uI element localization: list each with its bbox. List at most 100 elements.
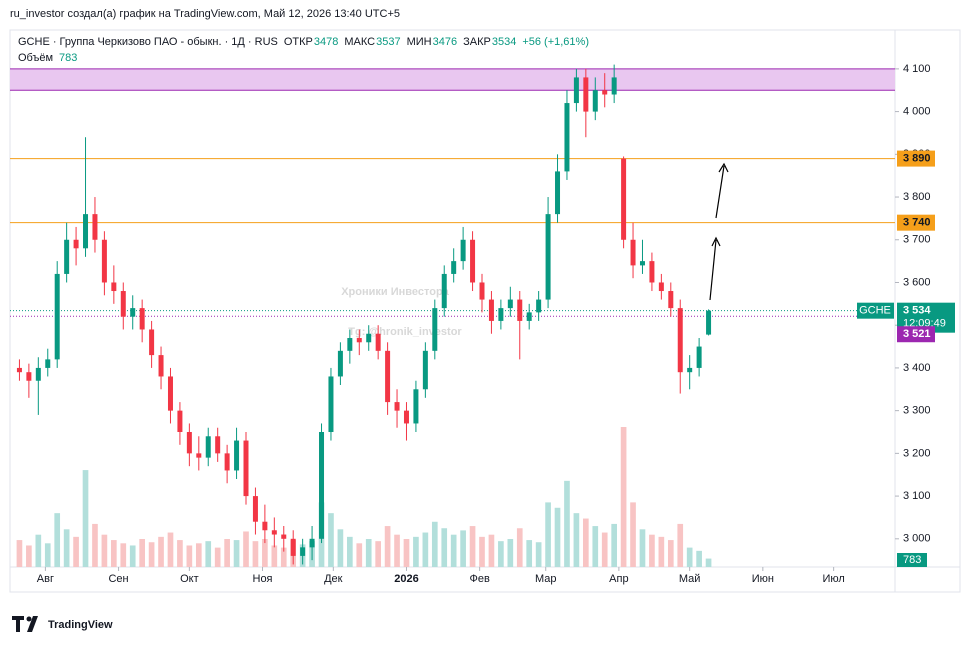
candle-body [498, 308, 504, 321]
volume-bar [375, 541, 381, 567]
volume-bar [205, 541, 212, 567]
volume-bar [233, 540, 240, 567]
volume-bar [488, 534, 495, 567]
candle-body [470, 239, 476, 283]
candle-body [706, 310, 712, 335]
last-price-label: 3 534 [903, 305, 931, 317]
volume-bar [63, 529, 70, 567]
y-tick-label: 4 100 [903, 63, 931, 75]
candle-body [45, 359, 51, 368]
legend-item: МАКС [344, 36, 375, 48]
candle-body [394, 402, 400, 411]
candle-body [658, 282, 664, 292]
legend-item: ОТКР [284, 36, 313, 48]
y-tick-label: 3 600 [903, 276, 931, 288]
level-tag [897, 150, 935, 167]
candle-body [92, 214, 98, 240]
x-tick-label: Апр [609, 573, 628, 585]
volume-legend-value: 783 [59, 52, 77, 64]
candle-body [300, 547, 306, 556]
x-tick-label: Май [679, 573, 701, 585]
candle-body [120, 291, 126, 317]
volume-bar [686, 547, 693, 567]
volume-bar [44, 543, 51, 567]
volume-bar [26, 545, 32, 567]
candle-body [290, 538, 296, 556]
volume-bar [158, 536, 164, 567]
candle-body [507, 299, 513, 309]
volume-bar [705, 558, 712, 567]
volume-bar [545, 502, 551, 567]
candle-body [488, 299, 494, 321]
volume-bar [649, 534, 655, 567]
zone [10, 68, 895, 91]
volume-bar [667, 540, 674, 567]
volume-bar [422, 532, 429, 567]
legend-item: 3537 [376, 36, 400, 48]
volume-bar [347, 536, 353, 567]
prev-close-label: 3 521 [903, 328, 931, 340]
volume-bar [460, 530, 466, 567]
volume-bar [601, 532, 608, 567]
candle-body [337, 350, 343, 377]
legend-item: ЗАКР [463, 36, 491, 48]
candle-body [696, 346, 702, 368]
candle-body [422, 350, 428, 390]
candle-body [526, 312, 532, 321]
volume-bar [129, 545, 136, 567]
candle-body [451, 261, 457, 274]
legend-item: +56 (+1,61%) [522, 36, 589, 48]
candle-body [139, 308, 145, 330]
volume-bar [479, 536, 485, 567]
volume-bar [167, 532, 174, 567]
volume-bar [554, 507, 561, 567]
candle-body [64, 239, 70, 274]
volume-bar [101, 534, 108, 567]
arrows [709, 162, 729, 301]
volume-legend: Объём [18, 52, 53, 64]
x-tick-label: Сен [108, 573, 128, 585]
candle-body [35, 367, 41, 381]
symbol-tag [857, 302, 894, 319]
volume-bar [120, 543, 127, 567]
legend-item: 3534 [492, 36, 516, 48]
candle-body [196, 453, 202, 458]
volume-tag-label: 783 [903, 554, 921, 566]
candle-body [149, 329, 155, 356]
volume-bar [403, 539, 410, 567]
volume-bar [73, 536, 79, 567]
volume-bar [177, 540, 183, 567]
candle-body [639, 261, 645, 266]
volume-bar [54, 513, 61, 567]
candle-body [111, 282, 117, 292]
volume-bar [224, 539, 230, 567]
volume-bar [148, 542, 155, 567]
candle-body [592, 90, 598, 112]
legend-item: 3478 [314, 36, 338, 48]
volume-bar [526, 540, 533, 567]
candle-body [234, 440, 240, 471]
candle-body [432, 308, 438, 351]
candle-body [460, 239, 466, 262]
y-tick-label: 3 400 [903, 362, 931, 374]
y-tick-label: 3 100 [903, 490, 931, 502]
volume-bar [252, 541, 259, 567]
y-tick-label: 3 800 [903, 191, 931, 203]
volume-bar [271, 545, 278, 567]
candle-body [479, 282, 485, 300]
y-tick-label: 4 000 [903, 106, 931, 118]
candle-body [130, 308, 136, 317]
candle-body [555, 171, 561, 215]
candle-body [224, 453, 230, 471]
legend-item: GCHE · Группа Черкизово ПАО - обыкн. · 1… [18, 36, 278, 48]
candle-body [158, 355, 164, 377]
y-tick-label: 3 700 [903, 234, 931, 246]
candle-body [243, 440, 249, 497]
volume-bar [507, 539, 514, 567]
volume-bar [337, 529, 344, 567]
volume-bar [139, 539, 145, 567]
volume-bar [573, 513, 580, 567]
candle-body [668, 291, 674, 309]
footer-logo: TradingView [12, 616, 113, 632]
candle-body [573, 77, 579, 104]
